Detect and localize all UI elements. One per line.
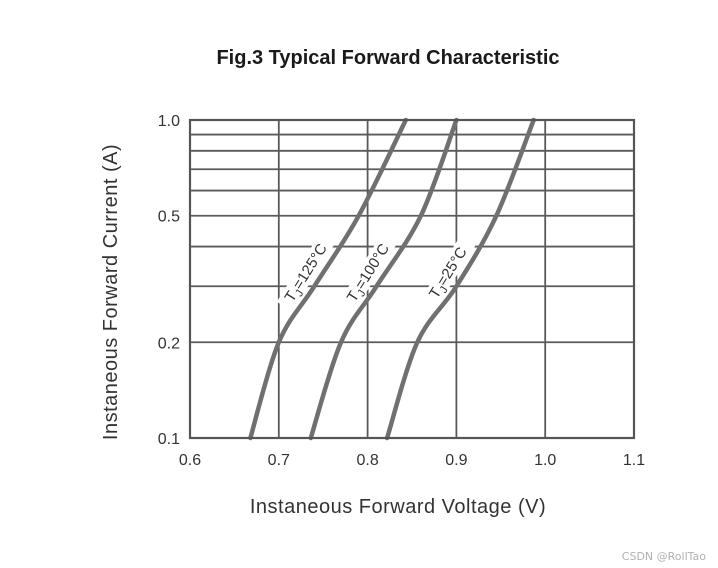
- y-tick-label: 0.1: [158, 431, 180, 448]
- chart-title: Fig.3 Typical Forward Characteristic: [216, 47, 559, 69]
- y-tick-label: 0.5: [158, 209, 180, 226]
- series-label-rest: =25°C: [434, 244, 471, 289]
- x-tick-label: 1.0: [534, 452, 556, 469]
- plot-frame: [188, 118, 636, 440]
- grid: [190, 120, 634, 438]
- series-label-sub: J: [293, 288, 306, 299]
- watermark-text: CSDN @RollTao: [622, 550, 706, 563]
- x-tick-label: 0.8: [356, 452, 378, 469]
- x-tick-label: 1.1: [623, 452, 645, 469]
- series-label-background: [338, 234, 397, 312]
- series-label-background: [419, 234, 477, 312]
- series-line-3: [384, 117, 536, 441]
- y-tick-label: 1.0: [158, 113, 180, 130]
- x-tick-label: 0.9: [445, 452, 467, 469]
- series-label-rest: =100°C: [352, 241, 394, 293]
- x-tick-label: 0.7: [268, 452, 290, 469]
- series-label-background: [276, 234, 335, 312]
- y-tick-label: 0.2: [158, 335, 180, 352]
- series-line-1: [248, 117, 409, 441]
- y-axis-label: Instaneous Forward Current (A): [100, 144, 122, 440]
- series-label-sub: J: [355, 288, 368, 299]
- x-tick-label: 0.6: [179, 452, 201, 469]
- series-line-2: [308, 117, 459, 441]
- curves: [248, 117, 536, 441]
- series-label-sub: J: [438, 284, 451, 295]
- x-tick-labels: 0.6 0.7 0.8 0.9 1.0 1.1: [179, 452, 645, 469]
- x-axis-label: Instaneous Forward Voltage (V): [250, 496, 546, 518]
- y-tick-labels: 0.1 0.2 0.5 1.0: [158, 113, 180, 448]
